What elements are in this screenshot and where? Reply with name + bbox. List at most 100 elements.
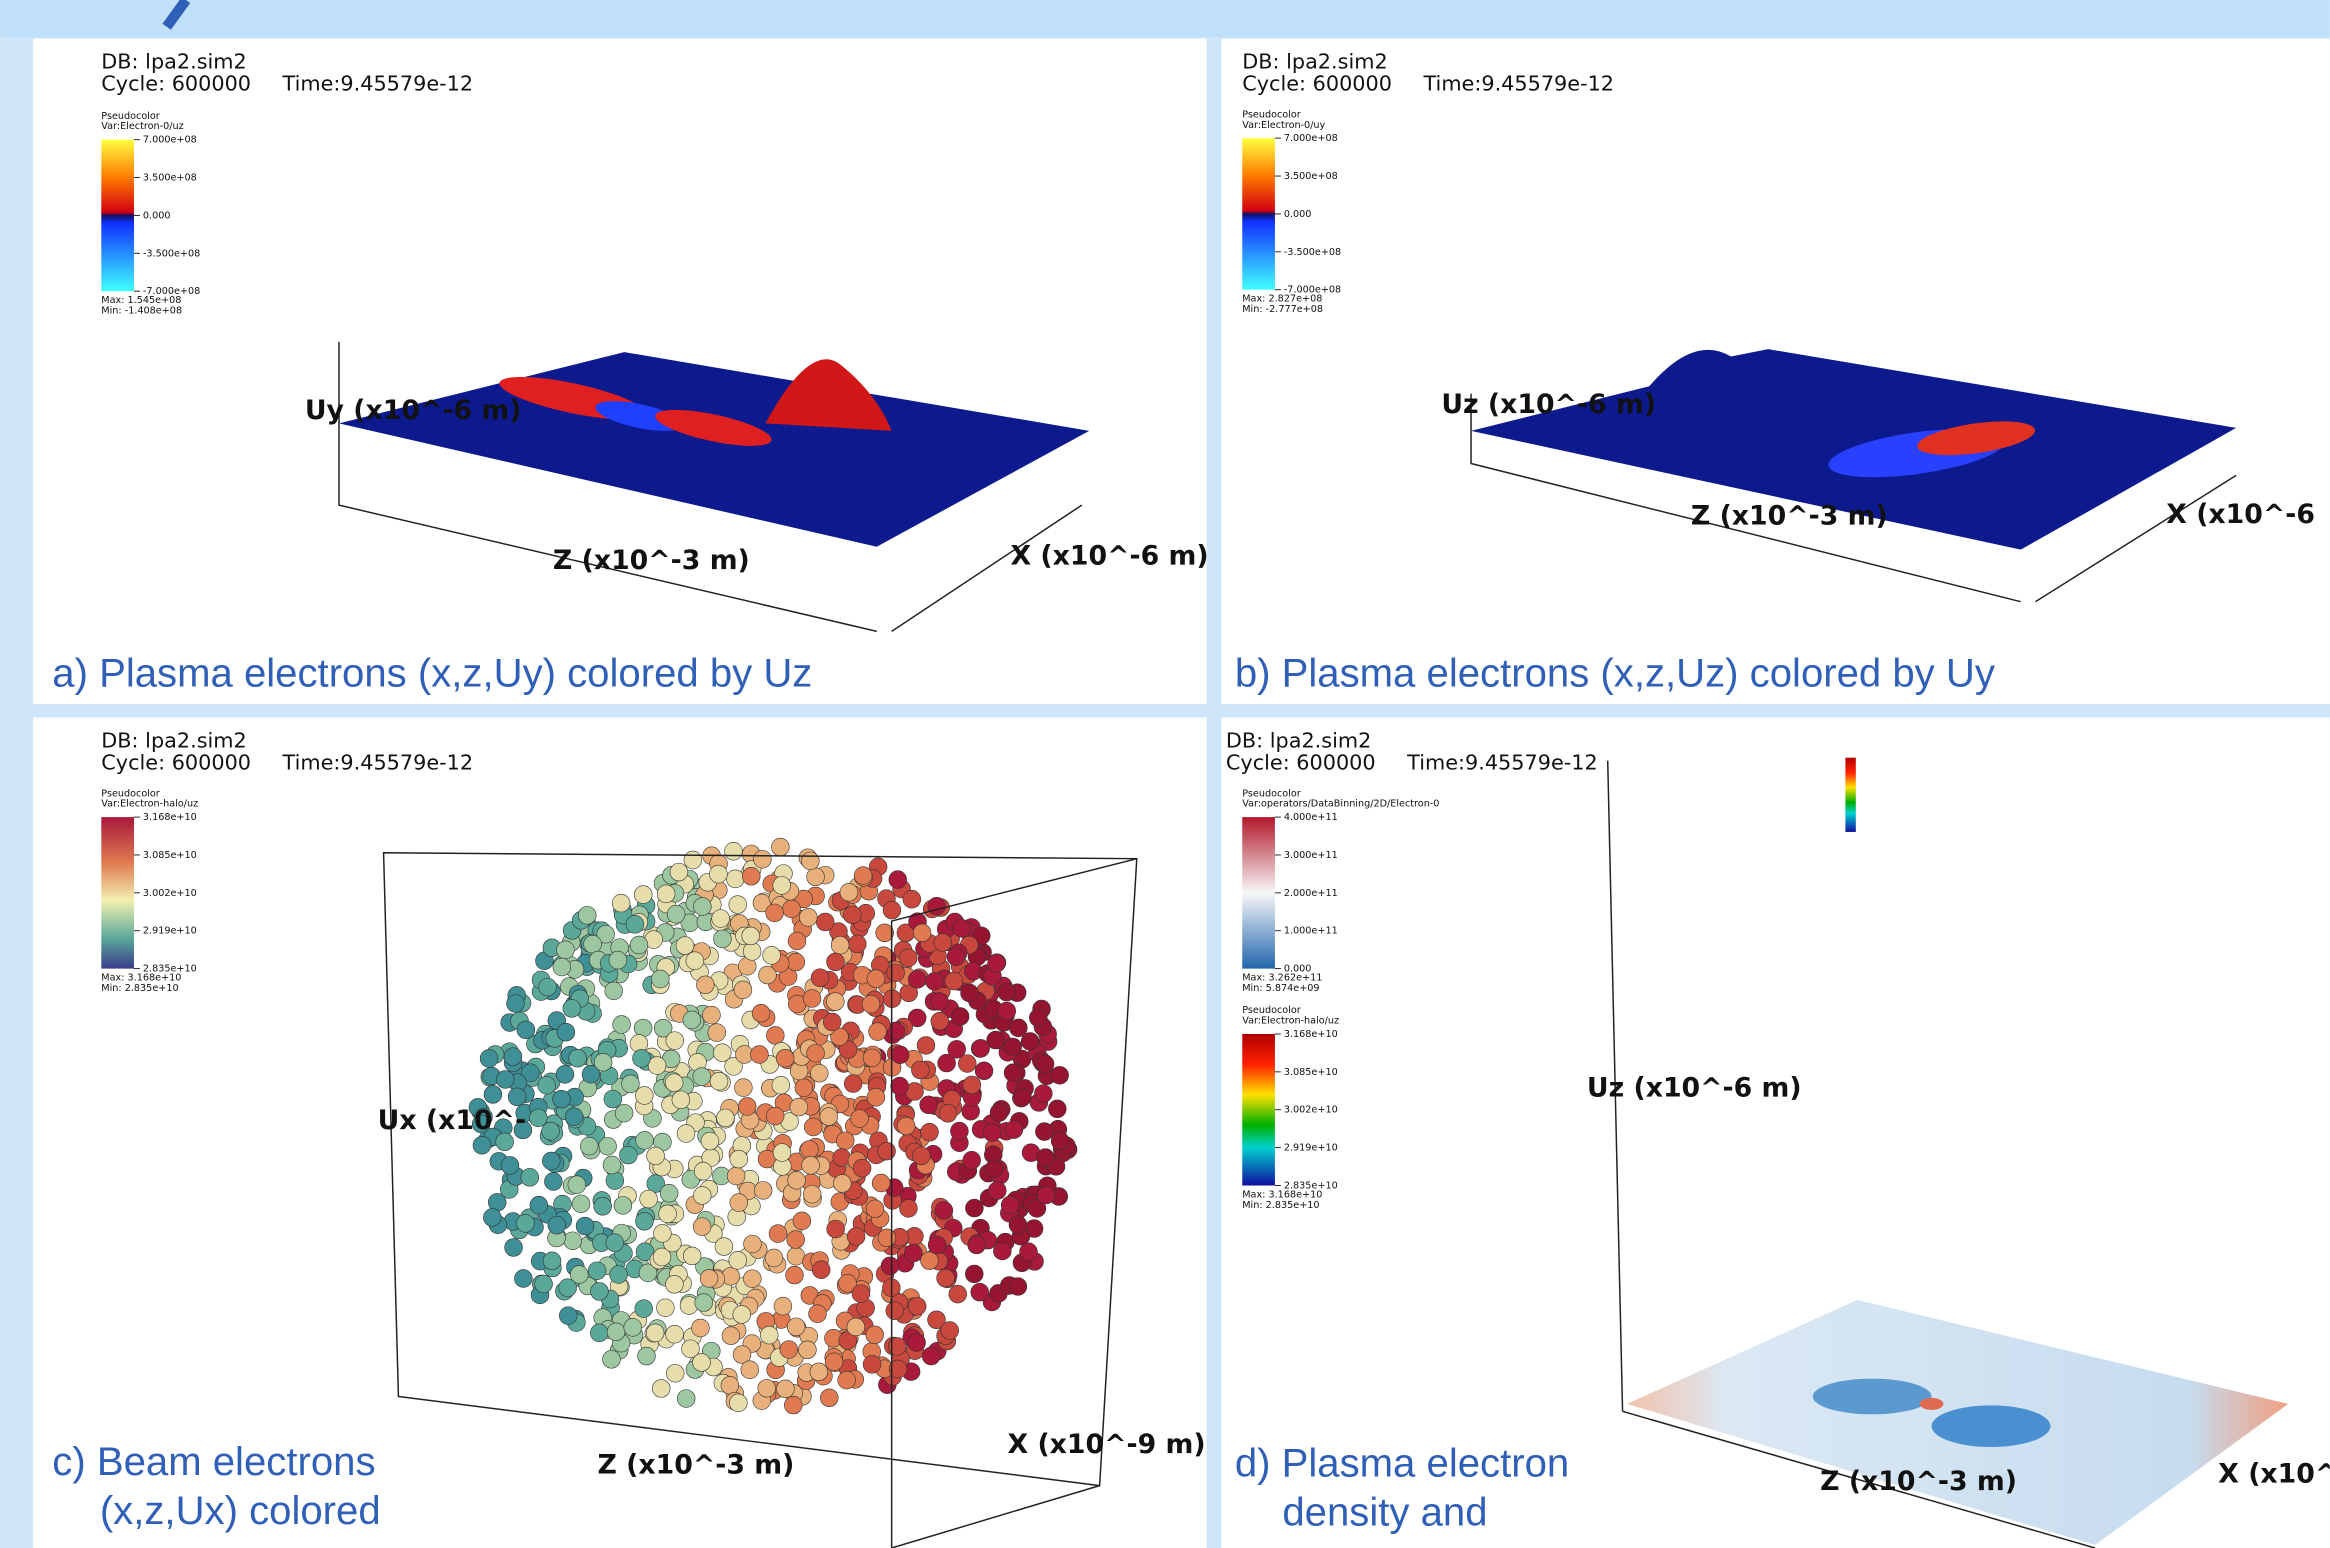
colorbar-label: 3.085e+10 <box>143 850 197 861</box>
particle <box>1035 1123 1053 1141</box>
particle <box>666 1275 684 1293</box>
particle <box>742 927 760 945</box>
particle <box>721 1376 739 1394</box>
particle <box>820 1108 838 1126</box>
particle <box>812 1261 830 1279</box>
axis-label: Ux (x10^- <box>378 1105 526 1136</box>
particle <box>878 1142 896 1160</box>
legend-var: Var:Electron-halo/uz <box>101 799 198 810</box>
particle <box>725 842 743 860</box>
particle <box>816 913 834 931</box>
particle <box>591 1283 609 1301</box>
particle <box>810 1363 828 1381</box>
particle <box>716 1109 734 1127</box>
colorbar-label: 2.919e+10 <box>1284 1143 1338 1154</box>
particle <box>769 1225 787 1243</box>
particle <box>804 1118 822 1136</box>
particle <box>613 1016 631 1034</box>
particle <box>640 1190 658 1208</box>
particle <box>665 1074 683 1092</box>
particle <box>760 1326 778 1344</box>
particle <box>766 1027 784 1045</box>
particle <box>743 1270 761 1288</box>
particle <box>793 1212 811 1230</box>
particle <box>556 941 574 959</box>
particle <box>559 1307 577 1325</box>
particle <box>810 1064 828 1082</box>
particle <box>729 1251 747 1269</box>
particle <box>1036 1055 1054 1073</box>
particle <box>772 1076 790 1094</box>
colorbar-label: 3.002e+10 <box>1284 1105 1338 1116</box>
particle <box>654 1224 672 1242</box>
particle <box>1034 1085 1052 1103</box>
particle <box>741 1361 759 1379</box>
colorbar-label: 1.000e+11 <box>1284 926 1338 937</box>
particle <box>726 870 744 888</box>
particle <box>730 1150 748 1168</box>
db-label: DB: lpa2.sim2 <box>1242 49 1387 73</box>
particle <box>1005 1121 1023 1139</box>
particle <box>744 1235 762 1253</box>
particle <box>763 946 781 964</box>
colorbar <box>1242 138 1275 290</box>
particle <box>730 1194 748 1212</box>
caption: a) Plasma electrons (x,z,Uy) colored by … <box>52 651 812 695</box>
particle <box>666 1364 684 1382</box>
particle <box>635 1300 653 1318</box>
particle <box>790 1098 808 1116</box>
particle <box>651 970 669 988</box>
particle <box>754 1182 772 1200</box>
particle <box>1004 1064 1022 1082</box>
particle <box>934 934 952 952</box>
particle <box>852 1285 870 1303</box>
beam-column <box>1845 758 1855 832</box>
particle <box>483 1209 501 1227</box>
particle <box>569 1049 587 1067</box>
colorbar-label: 0.000 <box>143 210 171 221</box>
particle <box>920 1096 938 1114</box>
particle <box>710 865 728 883</box>
particle <box>677 1125 695 1143</box>
particle <box>947 948 965 966</box>
particle <box>833 1175 851 1193</box>
legend-min: Min: -1.408e+08 <box>101 305 182 316</box>
axis-label: Z (x10^-3 m) <box>553 545 750 576</box>
particle <box>833 1149 851 1167</box>
particle <box>795 1079 813 1097</box>
particle <box>606 1172 624 1190</box>
particle <box>606 1234 624 1252</box>
particle <box>700 1269 718 1287</box>
particle <box>948 1040 966 1058</box>
particle <box>703 1006 721 1024</box>
particle <box>753 850 771 868</box>
particle <box>738 1098 756 1116</box>
particle <box>998 1002 1016 1020</box>
colorbar-label: 0.000 <box>1284 209 1312 220</box>
particle <box>696 976 714 994</box>
legend-var: Var:Electron-0/uz <box>101 121 183 132</box>
particle <box>758 1379 776 1397</box>
particle <box>657 885 675 903</box>
particle <box>926 972 944 990</box>
particle <box>693 1218 711 1236</box>
particle <box>987 1031 1005 1049</box>
legend-plot: Pseudocolor <box>1242 109 1301 120</box>
legend-max: Max: 2.827e+08 <box>1242 294 1322 305</box>
particle <box>694 1162 712 1180</box>
particle <box>965 1199 983 1217</box>
particle <box>603 1350 621 1368</box>
legend-var: Var:Electron-0/uy <box>1242 120 1325 131</box>
particle <box>683 1247 701 1265</box>
time-label: Time:9.45579e-12 <box>1406 751 1598 775</box>
particle <box>517 1214 535 1232</box>
particle <box>559 1279 577 1297</box>
particle <box>807 1044 825 1062</box>
axis-label: Uz (x10^-6 m) <box>1587 1072 1802 1103</box>
particle <box>787 953 805 971</box>
time-label: Time:9.45579e-12 <box>1422 72 1614 96</box>
particle <box>535 1275 553 1293</box>
particle <box>544 1173 562 1191</box>
particle <box>701 1132 719 1150</box>
particle <box>636 1212 654 1230</box>
